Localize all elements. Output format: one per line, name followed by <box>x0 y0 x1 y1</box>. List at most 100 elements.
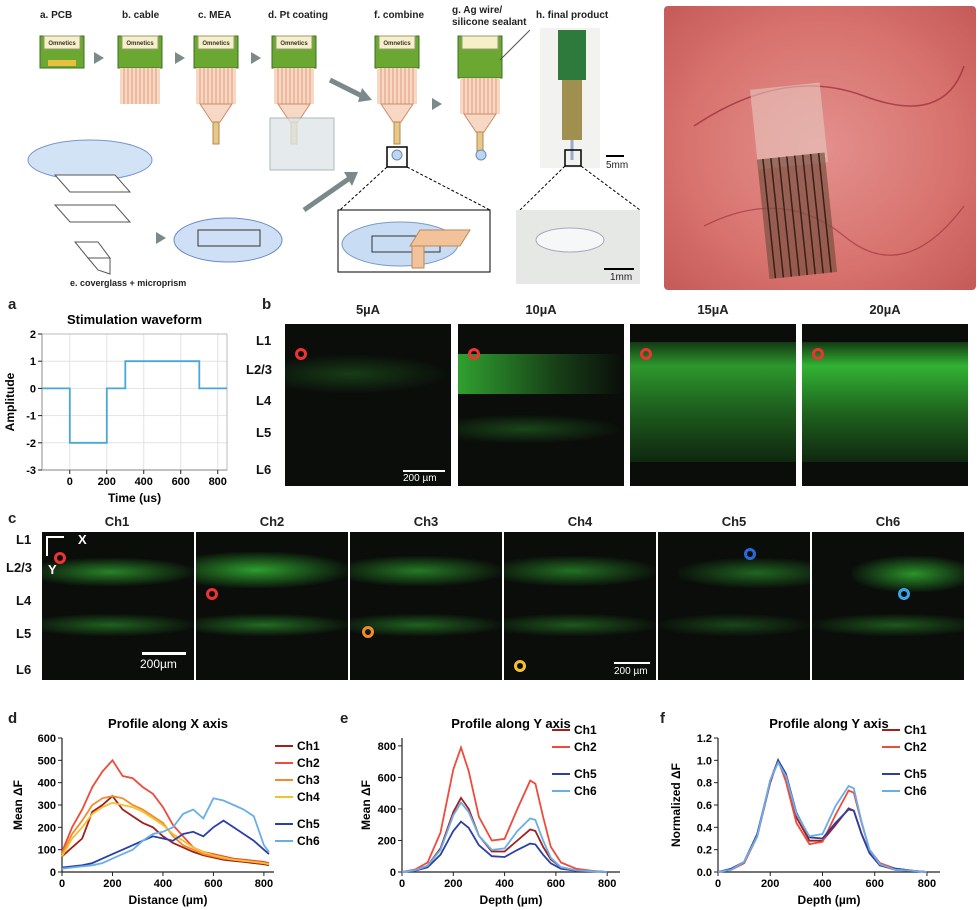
layer-label-l6: L6 <box>16 662 32 677</box>
scale-label: 200 µm <box>403 473 437 484</box>
imaging-15ua <box>630 324 796 486</box>
step-label-final-product: h. final product <box>536 10 609 21</box>
imaging-ch1: X Y 200µm <box>42 532 194 680</box>
chart-title: Profile along X axis <box>108 716 228 731</box>
legend-label: Ch2 <box>297 756 320 770</box>
panel-label-a: a <box>8 296 17 313</box>
cable-illustration <box>117 35 163 105</box>
step-label-coverglass: e. coverglass + microprism <box>70 278 187 288</box>
x-tick-label: 0 <box>715 878 721 890</box>
step-label-sealant: silicone sealant <box>452 17 527 28</box>
layer-label-l4: L4 <box>256 393 272 408</box>
legend-label: Ch5 <box>904 767 927 781</box>
series-line-ch2 <box>717 757 927 873</box>
x-tick-label: 200 <box>103 878 121 890</box>
x-tick-label: 0 <box>67 476 73 488</box>
panel-label-c: c <box>8 510 17 527</box>
in-vivo-photo <box>664 6 976 290</box>
legend-label: Ch6 <box>297 834 320 848</box>
y-tick-label: 0.4 <box>697 822 713 834</box>
x-tick-label: 600 <box>204 878 222 890</box>
ag-wire-illustration <box>457 35 503 155</box>
legend-label: Ch4 <box>297 790 320 804</box>
x-tick-label: 400 <box>135 476 153 488</box>
series-line-ch1 <box>401 796 608 873</box>
layer-label-l23: L2/3 <box>246 362 273 377</box>
combine-illustration <box>374 35 420 145</box>
y-tick-label: 600 <box>378 772 396 784</box>
legend-label: Ch6 <box>904 784 927 798</box>
chart-title: Profile along Y axis <box>769 716 888 731</box>
chart-profile-y-normalized: Profile along Y axis 0 200 400 600 800 0.0 0.2 0… <box>669 716 940 907</box>
y-tick-label: 0.2 <box>697 845 712 857</box>
plot-frame <box>41 333 228 471</box>
current-label-20ua: 20µA <box>869 302 901 317</box>
y-tick-label: 0 <box>30 383 36 395</box>
scale-label: 200 µm <box>614 666 648 677</box>
y-tick-label: 0 <box>390 867 396 879</box>
layer-label-l23: L2/3 <box>6 560 33 575</box>
arrow-icon <box>94 52 104 64</box>
arrow-icon <box>175 52 185 64</box>
legend-label: Ch5 <box>574 767 597 781</box>
x-axis-label: Depth (µm) <box>480 893 543 907</box>
series-line-ch2 <box>401 744 608 873</box>
legend-label: Ch3 <box>297 773 320 787</box>
imaging-ch2 <box>196 532 348 680</box>
panel-label-d: d <box>8 710 18 727</box>
y-tick-label: 400 <box>378 804 396 816</box>
legend-label: Ch1 <box>574 723 597 737</box>
step-label-pt-coating: d. Pt coating <box>268 10 328 21</box>
step-label-cable: b. cable <box>122 10 160 21</box>
x-tick-label: 600 <box>172 476 190 488</box>
y-tick-label: 1 <box>30 356 36 368</box>
y-tick-label: -1 <box>26 411 36 423</box>
legend-label: Ch2 <box>574 740 597 754</box>
series-line-ch5 <box>401 820 608 873</box>
x-tick-label: 800 <box>918 878 936 890</box>
imaging-ch6 <box>812 532 964 680</box>
series-line-ch5 <box>717 758 927 873</box>
y-axis-label: Mean ΔF <box>359 780 373 830</box>
x-tick-label: 200 <box>98 476 116 488</box>
x-axis-label: Time (us) <box>108 491 161 505</box>
y-tick-label: 2 <box>30 329 36 341</box>
imaging-ch5 <box>658 532 810 680</box>
layer-label-l5: L5 <box>16 626 32 641</box>
panel-label-e: e <box>340 710 349 727</box>
imaging-ch4: 200 µm <box>504 532 656 680</box>
axis-y-label: Y <box>48 562 57 577</box>
x-axis-label: Distance (µm) <box>129 893 208 907</box>
y-tick-label: 0.6 <box>697 800 712 812</box>
x-tick-label: 200 <box>444 878 462 890</box>
arrow-icon <box>156 232 166 244</box>
axis-x-label: X <box>78 532 87 547</box>
imaging-20ua <box>802 324 968 486</box>
x-tick-label: 400 <box>495 878 513 890</box>
x-tick-label: 400 <box>154 878 172 890</box>
scale-5mm: 5mm <box>606 160 629 171</box>
chart-waveform: Stimulation waveform 0 200 400 600 800 -3 -2 -1 0… <box>3 312 228 505</box>
chart-profile-y: Profile along Y axis 0 200 400 600 800 0 200 400… <box>359 716 620 907</box>
current-label-15ua: 15µA <box>697 302 729 317</box>
layer-label-l5: L5 <box>256 425 272 440</box>
mea-illustration <box>193 35 239 145</box>
y-axis-label: Amplitude <box>3 372 17 431</box>
fabrication-schematic: Omnetics <box>27 28 641 284</box>
x-tick-label: 400 <box>813 878 831 890</box>
layer-label-l1: L1 <box>256 333 272 348</box>
y-tick-label: 400 <box>38 778 56 790</box>
chart-profile-x: Profile along X axis 0 200 400 600 800 0 100 200… <box>11 716 320 907</box>
step-label-ag-wire: g. Ag wire/ <box>452 5 503 16</box>
imaging-ch3 <box>350 532 502 680</box>
x-tick-label: 800 <box>255 878 273 890</box>
beaker <box>269 117 335 171</box>
channel-label-ch5: Ch5 <box>721 514 747 529</box>
channel-label-ch3: Ch3 <box>413 514 439 529</box>
series-line-ch1 <box>717 757 927 873</box>
scale-1mm: 1mm <box>610 272 633 283</box>
x-tick-label: 600 <box>866 878 884 890</box>
layer-label-l6: L6 <box>256 462 272 477</box>
channel-label-ch4: Ch4 <box>567 514 593 529</box>
y-tick-label: 600 <box>38 733 56 745</box>
